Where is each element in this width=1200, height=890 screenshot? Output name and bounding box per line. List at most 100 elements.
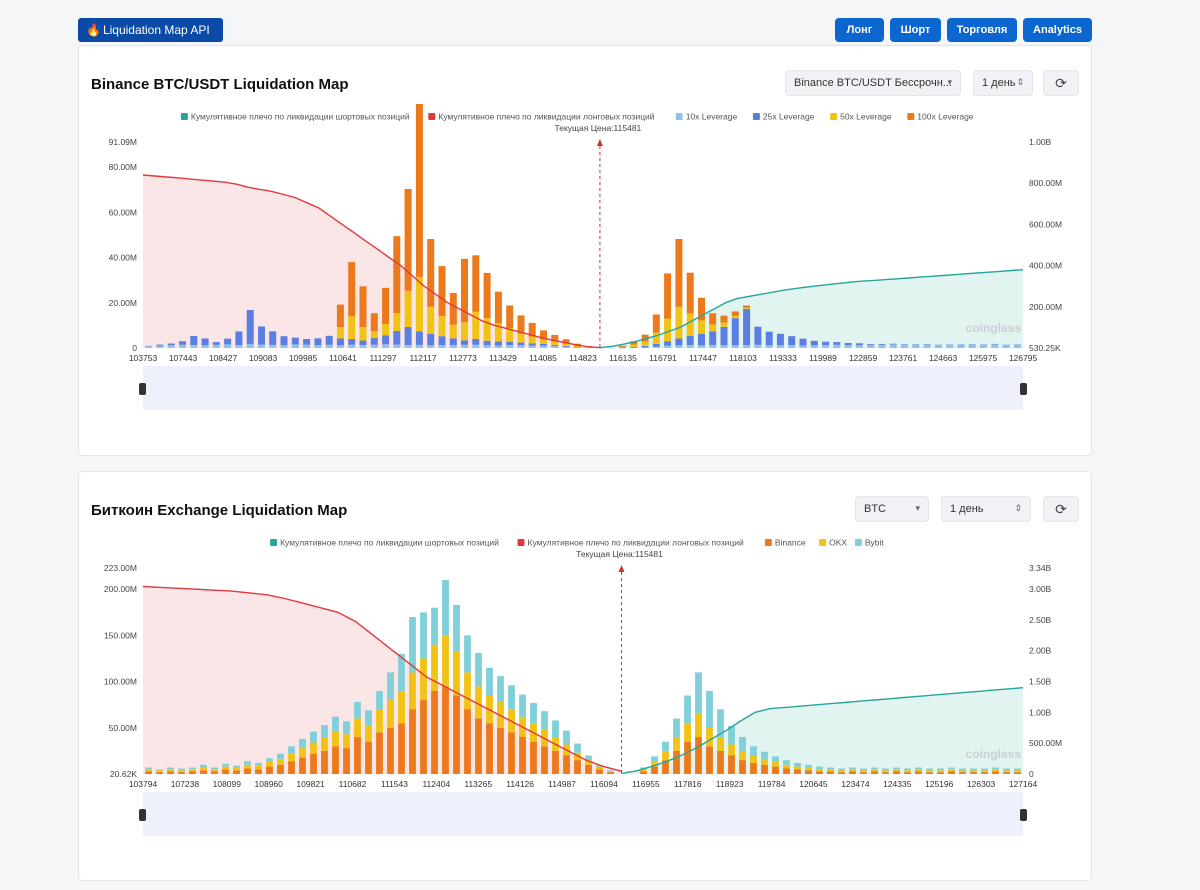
bar-segment [288,746,295,754]
bar-segment [833,342,841,345]
bar-segment [698,334,705,346]
bar-segment [255,769,262,774]
refresh-button[interactable]: ⟳ [1043,70,1079,96]
range-slider-handle-left[interactable] [139,809,146,821]
bar-segment [233,765,240,768]
x-tick-label: 110682 [339,779,367,789]
bar-segment [1013,344,1021,346]
legend-label: 100x Leverage [917,112,974,122]
bar-segment [336,345,344,348]
bar-segment [698,297,705,321]
legend-swatch [819,539,827,546]
bar-segment [630,341,638,345]
bar-segment [461,344,468,348]
y-left-tick-label: 60.00M [109,207,137,217]
bar-segment [991,343,999,345]
bar-segment [706,727,713,747]
bar-segment [266,758,273,762]
bar-segment [992,771,999,774]
x-tick-label: 125196 [925,779,954,789]
range-slider-handle-right[interactable] [1020,809,1027,821]
bar-segment [720,327,728,346]
bar-segment [343,721,350,735]
bar-segment [528,343,536,346]
long-cumulative-line [142,174,600,349]
coin-select[interactable]: BTC ▾ [855,496,929,522]
bar-segment [449,345,457,348]
trading-button[interactable]: Торговля [947,18,1017,42]
bar-segment [376,709,383,733]
y-left-tick-label: 20.00M [109,298,137,308]
range-slider-handle-right[interactable] [1020,383,1027,395]
bar-segment [754,344,762,348]
legend-label: Binance [775,538,806,548]
bar-segment [673,737,680,751]
pair-select[interactable]: Binance BTC/USDT Бессрочн... ▾ [785,70,961,96]
liquidation-chart-1[interactable]: Кумулятивное плечо по ликвидации шортовы… [79,104,1091,454]
bar-segment [303,344,311,348]
bar-segment [573,347,581,348]
legend-swatch [270,539,278,546]
bar-segment [461,258,468,323]
bar-segment [805,764,812,768]
bar-segment [563,730,570,745]
bar-segment [664,345,672,348]
bar-segment [303,339,311,345]
bar-segment [551,345,559,347]
range-slider-handle-left[interactable] [139,383,146,395]
period-select[interactable]: 1 день ⇕ [941,496,1031,522]
bar-segment [641,346,649,348]
bar-segment [889,343,897,345]
x-tick-label: 119333 [769,353,797,363]
bar-segment [453,695,460,774]
bar-segment [783,764,790,769]
bar-segment [348,339,356,345]
bar-segment [438,266,446,316]
bar-segment [664,273,672,319]
bar-segment [651,766,658,774]
legend-swatch [854,539,862,546]
brand-label: Liquidation Map API [102,23,210,37]
bar-segment [981,772,988,774]
bar-segment [224,338,232,345]
bar-segment [393,344,401,348]
bar-segment [662,741,669,751]
bar-segment [776,345,784,348]
refresh-button[interactable]: ⟳ [1043,496,1079,522]
x-tick-label: 109083 [249,353,278,363]
bar-segment [901,344,908,348]
y-left-tick-label: 150.00M [104,630,137,640]
caret-down-icon: ▾ [947,77,952,87]
bar-segment [200,770,207,774]
bar-segment [904,768,911,771]
analytics-button[interactable]: Analytics [1023,18,1092,42]
bar-segment [393,236,401,313]
bar-segment [607,772,614,774]
long-button[interactable]: Лонг [835,18,884,42]
bar-segment [415,331,423,345]
bar-segment [483,345,491,348]
short-button[interactable]: Шорт [890,18,941,42]
bar-segment [382,287,390,324]
bar-segment [398,690,405,724]
short-cumulative-area [621,687,1023,774]
bar-segment [652,314,660,333]
bar-segment [992,769,999,772]
liquidation-chart-2[interactable]: Кумулятивное плечо по ликвидации шортовы… [79,530,1091,880]
period-select-value: 1 день [950,503,984,515]
bar-segment [816,771,823,774]
y-left-tick-label: 0 [132,343,137,353]
bar-segment [255,762,262,766]
bar-segment [805,767,812,771]
brand-badge[interactable]: 🔥 Liquidation Map API [78,18,223,42]
bar-segment [731,311,739,316]
bar-segment [641,347,649,348]
bar-segment [893,769,900,772]
bar-segment [946,345,954,348]
bar-segment [573,346,581,348]
period-select[interactable]: 1 день ⇕ [973,70,1033,96]
bar-segment [506,345,514,348]
bar-segment [652,346,660,348]
bar-segment [772,756,779,762]
bar-segment [640,771,647,774]
